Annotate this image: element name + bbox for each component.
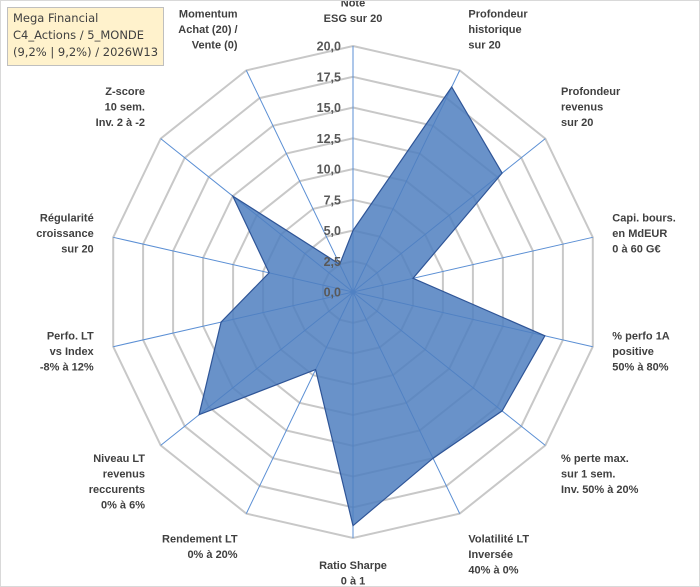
axis-label-line: Z-score: [105, 86, 145, 98]
axis-label-line: Volatilité LT: [468, 534, 529, 546]
tick-label: 15,0: [317, 101, 341, 115]
axis-label-line: 0 à 1: [341, 576, 365, 587]
axis-label-line: % perte max.: [561, 453, 629, 465]
axis-label-12: Z-score 10 sem. Inv. 2 à -2: [96, 86, 145, 129]
axis-label-line: sur 20: [468, 39, 500, 51]
axis-label-line: en MdEUR: [612, 228, 667, 240]
tick-label: 17,5: [317, 70, 341, 84]
axis-label-line: Ratio Sharpe: [319, 560, 387, 572]
axis-label-line: vs Index: [50, 346, 95, 358]
axis-label-0: Note ESG sur 20: [324, 1, 383, 25]
axis-label-line: 50% à 80%: [612, 362, 668, 374]
axis-label-line: 40% à 0%: [468, 565, 518, 577]
axis-label-line: Inversée: [468, 549, 513, 561]
axis-label-line: % perfo 1A: [612, 331, 670, 343]
company-name: Mega Financial: [13, 11, 99, 25]
axis-label-line: Achat (20) /: [178, 24, 237, 36]
axis-label-line: revenus: [103, 468, 145, 480]
axis-label-line: historique: [468, 24, 521, 36]
tick-label: 5,0: [324, 224, 341, 238]
axis-label-line: sur 20: [561, 117, 593, 129]
axis-label-2: Profondeur revenus sur 20: [561, 86, 621, 129]
axis-label-line: -8% à 12%: [40, 362, 94, 374]
axis-label-line: Momentum: [179, 8, 238, 20]
axis-label-line: Inv. 2 à -2: [96, 117, 145, 129]
axis-label-line: 0% à 6%: [101, 499, 145, 511]
axis-label-line: Niveau LT: [93, 453, 145, 465]
weights-and-week: (9,2% | 9,2%) / 2026W13: [13, 45, 159, 59]
axis-label-line: revenus: [561, 102, 603, 114]
tick-label: 10,0: [317, 163, 341, 177]
axis-label-line: positive: [612, 346, 654, 358]
axis-label-line: 10 sem.: [105, 102, 145, 114]
axis-label-10: Perfo. LT vs Index -8% à 12%: [40, 331, 95, 374]
tick-label: 12,5: [317, 132, 341, 146]
portfolio-path: C4_Actions / 5_MONDE: [13, 28, 145, 42]
axis-label-line: Profondeur: [468, 8, 528, 20]
axis-label-line: Inv. 50% à 20%: [561, 484, 639, 496]
axis-label-line: Régularité: [40, 212, 94, 224]
axis-label-4: % perfo 1A positive 50% à 80%: [612, 331, 670, 374]
axis-spoke-13: [245, 70, 354, 293]
axis-label-line: croissance: [36, 228, 93, 240]
tick-label: 0,0: [324, 286, 341, 300]
axis-label-line: Rendement LT: [162, 534, 238, 546]
series-area-0: [198, 85, 546, 527]
axis-label-line: 0 à 60 G€: [612, 243, 660, 255]
axis-label-7: Ratio Sharpe 0 à 1: [319, 560, 387, 586]
axis-label-13: Momentum Achat (20) / Vente (0): [178, 8, 238, 51]
axis-label-5: % perte max. sur 1 sem. Inv. 50% à 20%: [561, 453, 639, 496]
axis-label-1: Profondeur historique sur 20: [468, 8, 528, 51]
axis-label-line: ESG sur 20: [324, 13, 383, 25]
axis-label-line: Profondeur: [561, 86, 621, 98]
axis-label-3: Capi. bours. en MdEUR 0 à 60 G€: [612, 212, 676, 255]
axis-label-line: Perfo. LT: [47, 331, 94, 343]
axis-label-6: Volatilité LT Inversée 40% à 0%: [468, 534, 529, 577]
axis-label-line: reccurents: [89, 484, 145, 496]
tick-label: 7,5: [324, 193, 341, 207]
tick-label: 20,0: [317, 40, 341, 54]
company-info-box: Mega Financial C4_Actions / 5_MONDE (9,2…: [7, 7, 165, 66]
axis-label-line: 0% à 20%: [187, 549, 237, 561]
axis-label-line: sur 20: [61, 243, 93, 255]
tick-label: 2,5: [324, 255, 341, 269]
axis-label-line: Note: [341, 1, 365, 10]
axis-label-11: Régularité croissance sur 20: [36, 212, 93, 255]
axis-label-9: Niveau LT revenus reccurents 0% à 6%: [89, 453, 146, 512]
axis-label-line: Vente (0): [192, 39, 238, 51]
axis-label-8: Rendement LT 0% à 20%: [162, 534, 238, 562]
axis-label-line: Capi. bours.: [612, 212, 676, 224]
axis-label-line: sur 1 sem.: [561, 468, 615, 480]
